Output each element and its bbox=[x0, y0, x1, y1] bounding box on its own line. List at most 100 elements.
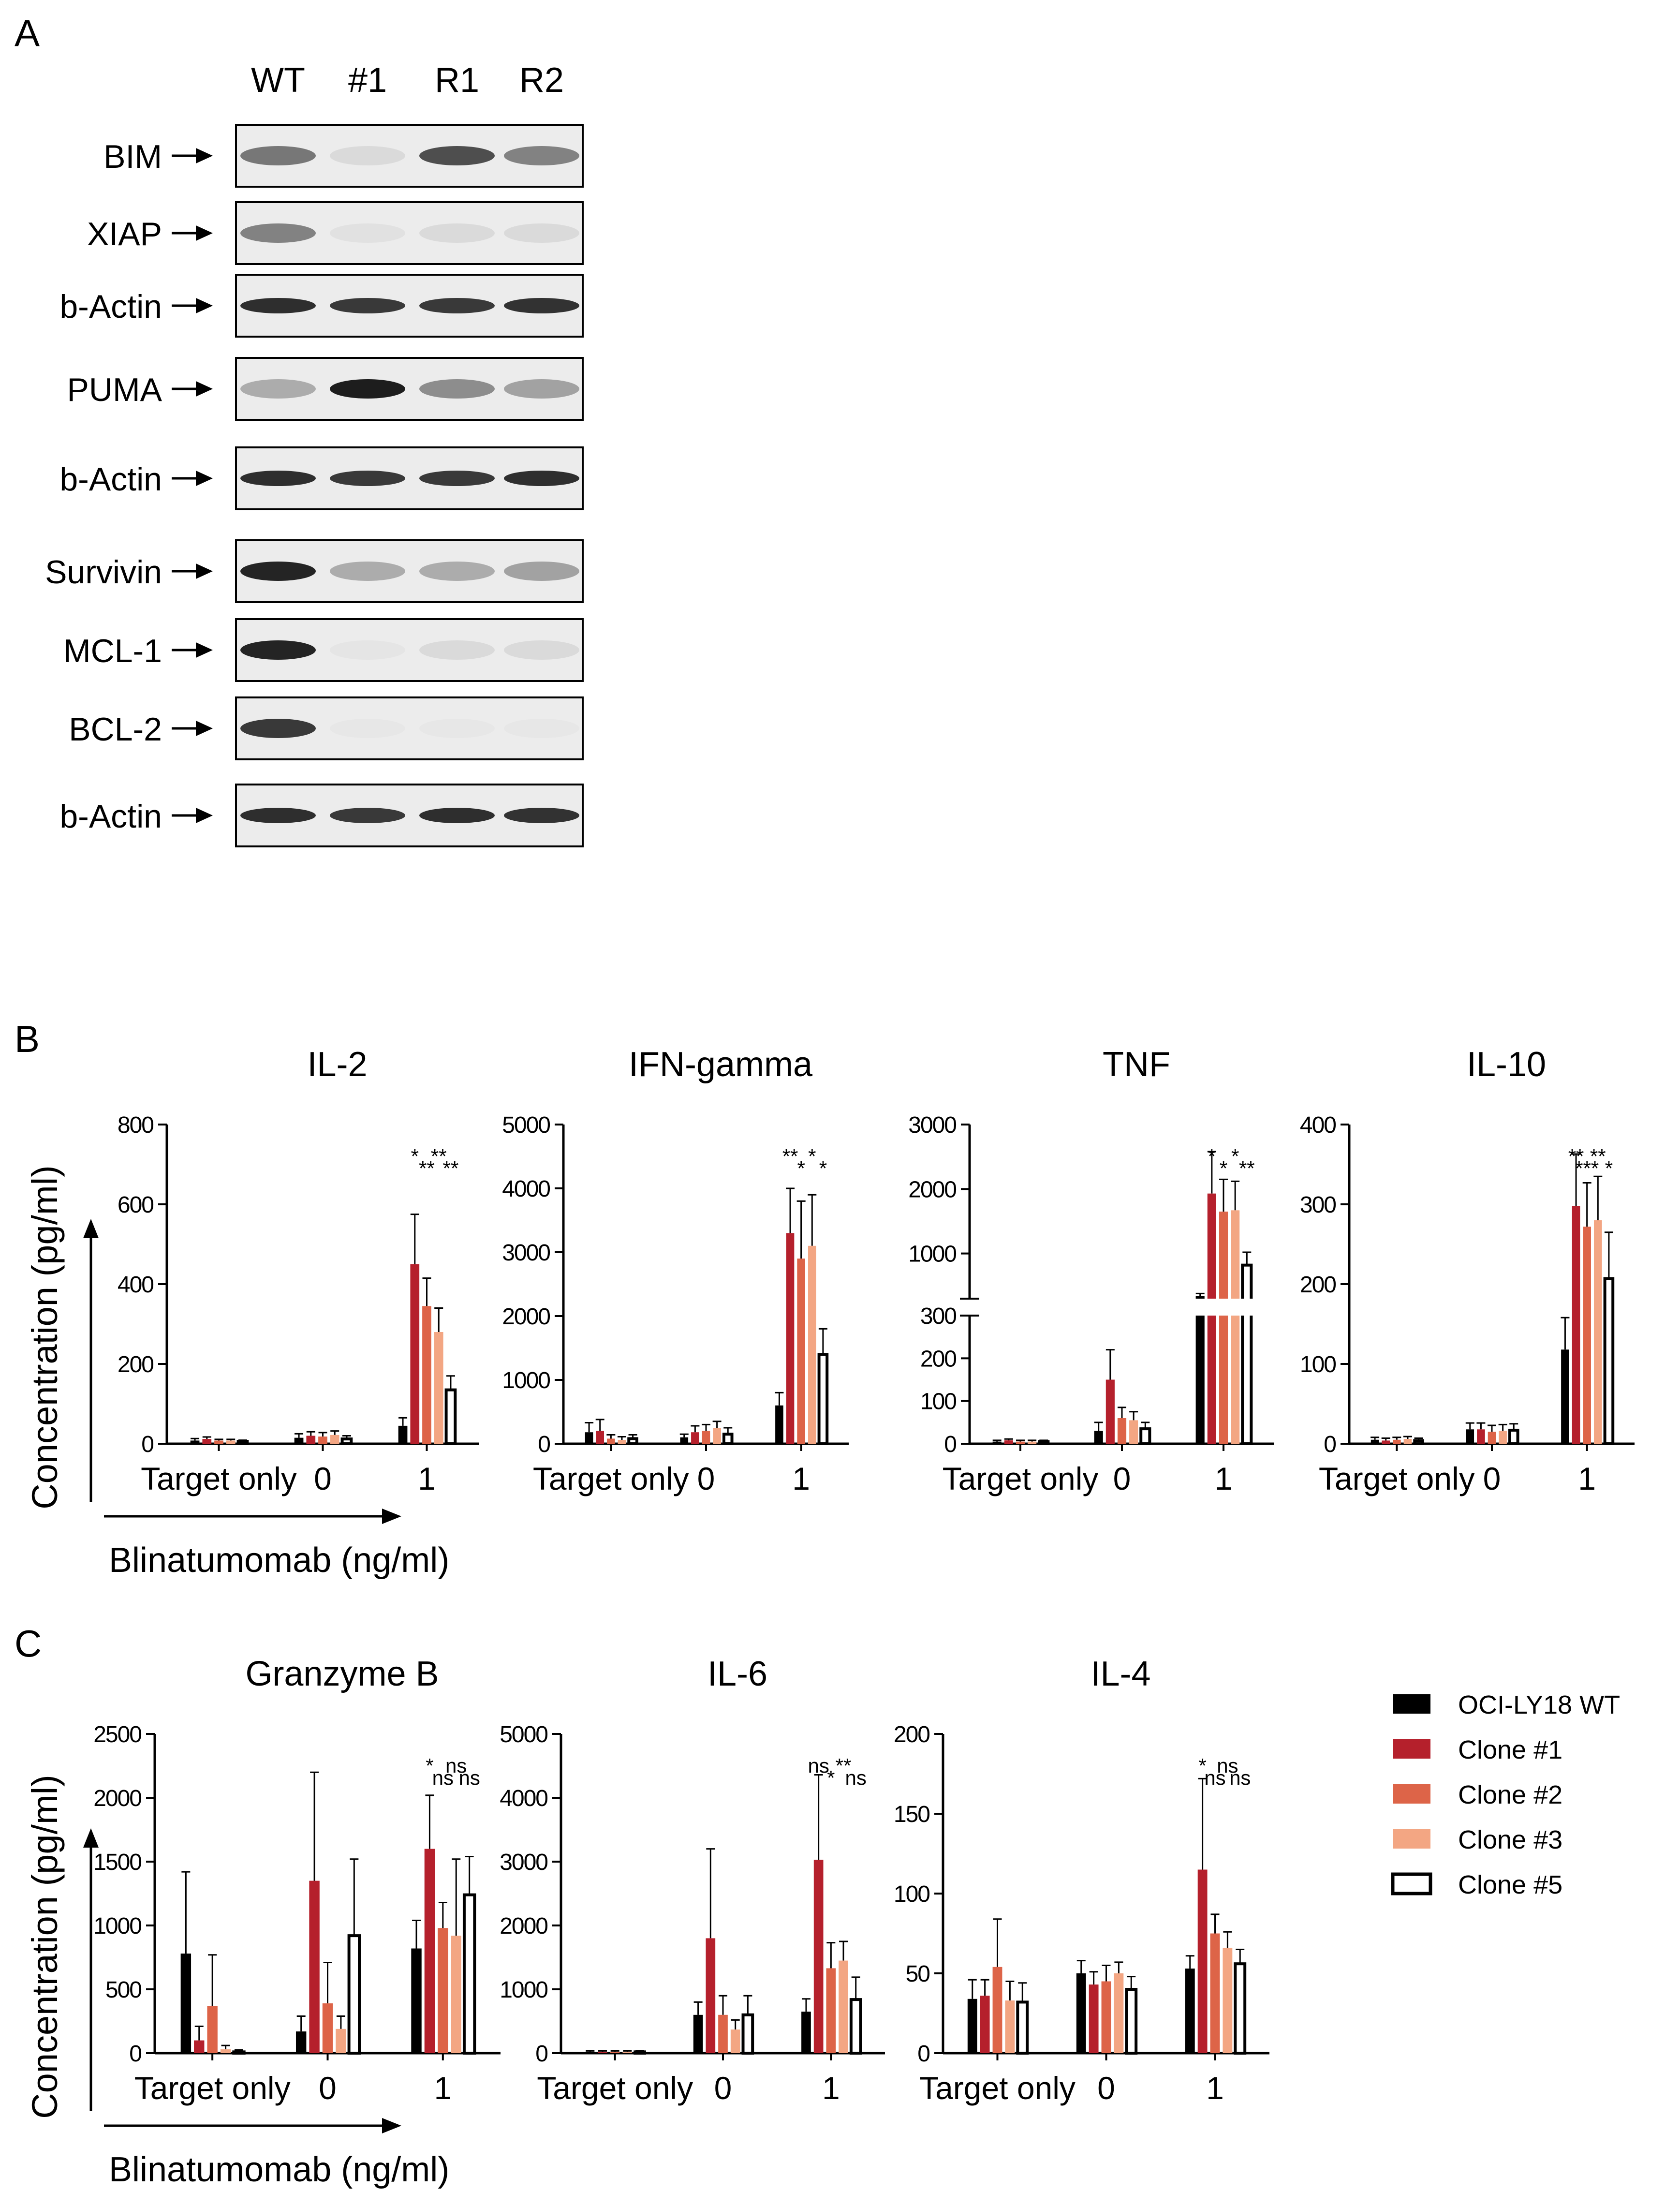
blot-lane-label: WT bbox=[251, 61, 305, 100]
y-tick-label: 100 bbox=[920, 1389, 956, 1415]
bar bbox=[1028, 1441, 1037, 1444]
x-tick-label: 1 bbox=[1206, 2070, 1224, 2106]
blot-arrow-head bbox=[196, 298, 213, 313]
axis-decor: Concentration (pg/ml) Blinatumomab (ng/ml… bbox=[25, 1165, 449, 1580]
bar bbox=[322, 2003, 333, 2053]
blot-band bbox=[240, 146, 316, 165]
significance-mark: * bbox=[808, 1145, 816, 1168]
bar bbox=[618, 1440, 626, 1444]
y-tick-label: 100 bbox=[894, 1881, 929, 1907]
x-tick-label: 1 bbox=[822, 2070, 840, 2106]
bar bbox=[1005, 2000, 1015, 2053]
bar bbox=[980, 1996, 990, 2053]
significance-mark: ** bbox=[1568, 1145, 1584, 1168]
bar bbox=[451, 1936, 461, 2053]
significance-mark: ns bbox=[432, 1766, 454, 1789]
y-tick-label: 300 bbox=[920, 1303, 956, 1329]
bar bbox=[849, 1998, 862, 2055]
bar bbox=[598, 2052, 607, 2053]
y-tick-label: 1000 bbox=[93, 1913, 141, 1939]
bar-chart: IL-6 0 1000 2000 3000 4000 5000 Target only 0 1 ns… bbox=[500, 1655, 885, 2106]
y-tick-label: 4000 bbox=[500, 1786, 547, 1811]
significance-mark: ** bbox=[443, 1157, 459, 1180]
y-tick-label: 0 bbox=[1324, 1432, 1336, 1457]
blot-arrow-head bbox=[196, 225, 213, 241]
significance-mark: ns bbox=[1204, 1766, 1225, 1789]
legend: OCI-LY18 WT Clone #1 Clone #2 Clone #3 Clone… bbox=[1391, 1690, 1620, 1899]
bar bbox=[1185, 1969, 1195, 2053]
y-tick-label: 2000 bbox=[93, 1786, 141, 1811]
blot-protein-label: BIM bbox=[103, 138, 162, 175]
legend-label: Clone #3 bbox=[1458, 1825, 1562, 1854]
chart-title: TNF bbox=[1103, 1045, 1170, 1084]
blot-band bbox=[240, 471, 316, 486]
bar bbox=[826, 1968, 836, 2053]
significance-mark: * bbox=[1231, 1145, 1239, 1168]
y-tick-label: 2000 bbox=[908, 1177, 956, 1202]
bar bbox=[1101, 1981, 1111, 2053]
bar bbox=[180, 1954, 192, 2053]
x-tick-label: Target only bbox=[533, 1461, 689, 1496]
blot-arrow-head bbox=[196, 721, 213, 736]
y-tick-label: 400 bbox=[1300, 1112, 1336, 1138]
panel-label-a: A bbox=[15, 12, 40, 54]
legend-swatch bbox=[1393, 1694, 1430, 1714]
bar bbox=[1241, 1263, 1253, 1446]
x-tick-label: 0 bbox=[319, 2070, 337, 2106]
y-tick-label: 150 bbox=[894, 1802, 929, 1827]
y-tick-label: 800 bbox=[118, 1112, 153, 1138]
axis-break-gap bbox=[958, 1299, 1282, 1316]
bar bbox=[722, 1433, 734, 1445]
bar bbox=[410, 1264, 420, 1444]
blot-protein-label: MCL-1 bbox=[63, 633, 162, 669]
bar-chart: Granzyme B 0 500 1000 1500 2000 2500 Target onl… bbox=[93, 1655, 501, 2106]
blot-band bbox=[240, 379, 316, 399]
x-tick-label: 0 bbox=[1097, 2070, 1115, 2106]
blot-band bbox=[240, 223, 316, 243]
legend-swatch bbox=[1393, 1829, 1430, 1849]
y-tick-label: 1000 bbox=[500, 1977, 547, 2003]
chart-title: IL-4 bbox=[1091, 1655, 1150, 1693]
y-tick-label: 2500 bbox=[93, 1722, 141, 1747]
y-tick-label: 3000 bbox=[500, 1850, 547, 1875]
bar bbox=[1488, 1432, 1496, 1444]
y-tick-label: 1500 bbox=[93, 1850, 141, 1875]
y-tick-label: 2000 bbox=[500, 1913, 547, 1939]
y-tick-label: 3000 bbox=[502, 1240, 550, 1266]
blot-band bbox=[240, 719, 316, 738]
blot-protein-label: b-Actin bbox=[59, 798, 162, 835]
blot-band bbox=[419, 379, 495, 399]
bar bbox=[1593, 1220, 1602, 1444]
bar bbox=[318, 1436, 327, 1444]
legend-swatch bbox=[1393, 1784, 1430, 1804]
y-tick-label: 200 bbox=[920, 1346, 956, 1372]
bar bbox=[1139, 1427, 1151, 1445]
bar bbox=[444, 1388, 457, 1445]
bar bbox=[1016, 2000, 1029, 2055]
blot-band bbox=[330, 223, 405, 243]
bar bbox=[1561, 1349, 1569, 1444]
bar bbox=[438, 1928, 448, 2053]
bar bbox=[730, 2029, 740, 2053]
bar bbox=[236, 1440, 249, 1446]
blot-band bbox=[419, 298, 495, 313]
chart-title: IFN-gamma bbox=[629, 1045, 813, 1084]
significance-mark: *** bbox=[1575, 1157, 1599, 1180]
bar bbox=[596, 1431, 604, 1444]
x-tick-label: 1 bbox=[434, 2070, 452, 2106]
blot-band bbox=[330, 640, 405, 660]
blot-band bbox=[330, 298, 405, 313]
bar bbox=[622, 2052, 633, 2053]
y-tick-label: 600 bbox=[118, 1192, 153, 1218]
y-tick-label: 5000 bbox=[502, 1112, 550, 1138]
bar bbox=[1004, 1440, 1013, 1444]
bar bbox=[1125, 1988, 1138, 2055]
bars bbox=[180, 1771, 476, 2055]
bars bbox=[992, 1151, 1253, 1446]
bars bbox=[585, 1774, 862, 2055]
bar bbox=[1210, 1933, 1220, 2053]
bar bbox=[1603, 1277, 1615, 1445]
bar bbox=[797, 1258, 805, 1444]
